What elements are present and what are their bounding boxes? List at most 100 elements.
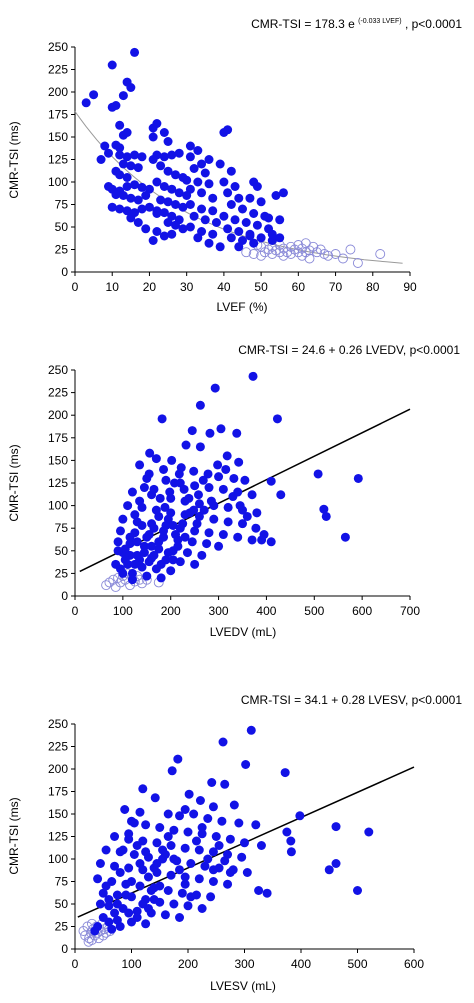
y-tick-label: 150 — [48, 807, 68, 821]
x-tick-label: 50 — [254, 280, 268, 294]
patient-point — [98, 888, 108, 898]
patient-point — [173, 541, 183, 551]
patient-point — [175, 865, 185, 875]
control-point — [293, 247, 304, 258]
patient-point — [90, 926, 100, 936]
patient-point — [112, 890, 122, 900]
y-tick-label: 100 — [48, 175, 68, 189]
patient-point — [115, 150, 125, 160]
patient-point — [223, 188, 233, 198]
y-tick-label: 175 — [48, 785, 68, 799]
patient-point — [234, 242, 244, 252]
patient-point — [81, 98, 91, 108]
y-tick-label: 200 — [48, 85, 68, 99]
patient-point — [199, 505, 209, 515]
patient-point — [171, 170, 180, 180]
patient-point — [247, 535, 257, 545]
patient-point — [187, 537, 197, 547]
y-tick-label: 50 — [55, 220, 69, 234]
patient-point — [110, 832, 120, 841]
x-tick-label: 200 — [161, 604, 181, 618]
patient-point — [178, 202, 188, 212]
x-tick-label: 10 — [106, 280, 120, 294]
patient-point — [104, 148, 113, 158]
patient-point — [226, 166, 236, 176]
patient-point — [93, 874, 103, 884]
patient-point — [215, 242, 225, 252]
plot-area-lvedv: 0 25 50 75 100 125 150 175 200 225 250 0 100 200 300 40… — [48, 363, 420, 618]
patient-point — [144, 469, 154, 479]
patient-point — [157, 414, 167, 424]
patient-point — [189, 164, 199, 173]
patient-point — [321, 511, 331, 521]
patient-point — [137, 562, 147, 572]
control-point — [304, 245, 315, 256]
patient-point — [118, 568, 128, 578]
y-tick-label: 250 — [48, 40, 68, 54]
patient-point — [159, 208, 169, 218]
y-tick-label: 225 — [48, 63, 68, 77]
patient-point — [249, 238, 259, 248]
y-tick-label: 200 — [48, 408, 68, 422]
patient-point — [204, 483, 214, 493]
patient-point — [126, 83, 136, 92]
patient-point — [154, 537, 164, 547]
patient-point — [276, 490, 286, 500]
patient-point — [223, 879, 233, 889]
patient-point — [122, 173, 132, 182]
patient-point — [139, 483, 149, 493]
patient-point — [115, 526, 125, 536]
patient-point — [241, 760, 251, 769]
patient-point — [113, 537, 123, 547]
plot-area-lvef: 0 25 50 75 100 125 150 175 200 225 250 0 10 20 30 40 50 6… — [48, 40, 417, 294]
control-point — [308, 241, 319, 252]
patient-point — [143, 872, 153, 882]
patient-point — [324, 865, 334, 875]
patient-point — [182, 548, 192, 558]
y-tick-label: 150 — [48, 453, 68, 467]
patient-point — [152, 177, 162, 187]
patient-point — [272, 414, 282, 424]
patient-point — [180, 879, 190, 889]
patient-point — [107, 60, 117, 70]
equation-lvef-main: CMR-TSI = 178.3 e — [251, 17, 355, 31]
equation-lvedv: CMR-TSI = 24.6 + 0.26 LVEDV, p<0.0001 — [238, 343, 460, 357]
patient-point — [248, 371, 258, 381]
patient-point — [208, 206, 218, 216]
patient-point — [203, 469, 213, 479]
y-tick-label: 25 — [55, 920, 69, 934]
patient-point — [165, 487, 175, 497]
patient-point — [252, 182, 262, 191]
patient-point — [218, 530, 228, 540]
patient-point — [197, 823, 207, 832]
patient-point — [132, 913, 142, 922]
patient-point — [197, 904, 207, 913]
patient-point — [180, 805, 190, 814]
patient-point — [148, 155, 158, 164]
patient-point — [145, 448, 155, 458]
patient-point — [207, 778, 217, 787]
patient-point — [219, 177, 229, 187]
patient-point — [142, 571, 152, 581]
panel-lvedv: CMR-TSI = 24.6 + 0.26 LVEDV, p<0.0001 0 2… — [7, 343, 460, 639]
patient-point — [242, 511, 252, 521]
patient-point — [137, 204, 147, 214]
patient-point — [183, 901, 193, 911]
x-tick-label: 400 — [291, 957, 311, 971]
patient-point — [138, 784, 148, 794]
patient-point — [221, 464, 231, 474]
patient-point — [223, 125, 233, 135]
patient-point — [115, 120, 125, 130]
equation-lvesv: CMR-TSI = 34.1 + 0.28 LVESV, p<0.0001 — [241, 693, 462, 707]
control-point — [375, 249, 386, 259]
y-tick-label: 250 — [48, 363, 68, 377]
x-tick-label: 500 — [304, 604, 324, 618]
control-point — [278, 243, 289, 254]
patient-point — [167, 184, 177, 194]
control-point — [84, 933, 95, 944]
patient-point — [155, 881, 165, 891]
patient-point — [220, 856, 230, 866]
patient-point — [249, 209, 259, 218]
plot-area-lvesv: 0 25 50 75 100 125 150 175 200 225 250 0 100 200 300 40… — [48, 717, 424, 971]
